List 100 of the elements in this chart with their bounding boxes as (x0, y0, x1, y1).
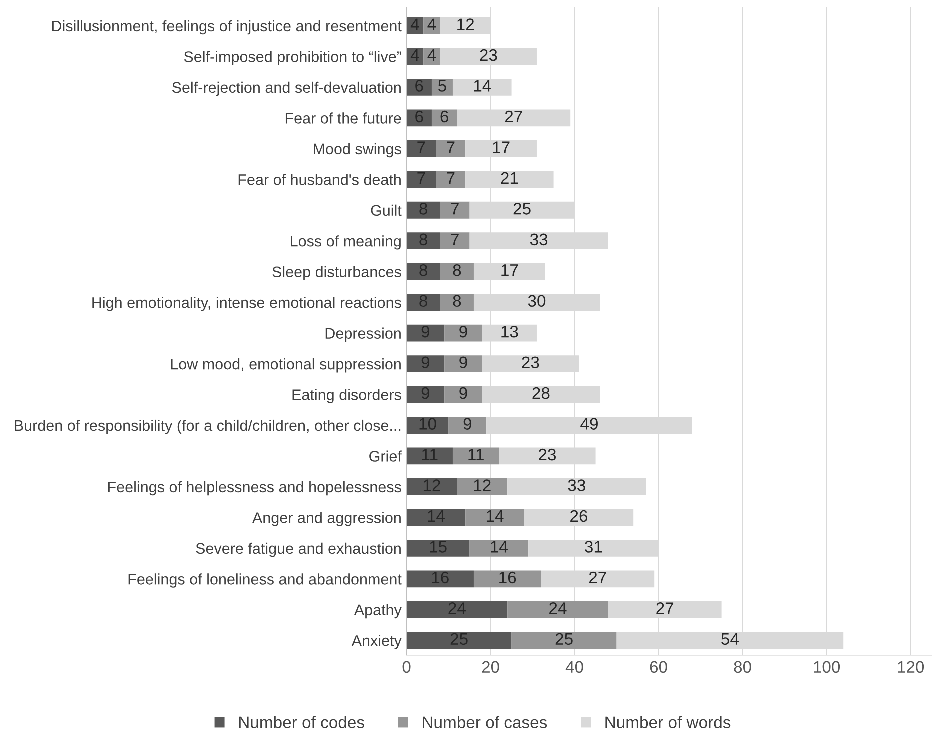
y-tick-label: Self-imposed prohibition to “live” (184, 51, 402, 66)
data-label: 28 (532, 387, 550, 400)
y-tick-label: Sleep disturbances (272, 266, 402, 281)
y-tick-label: Anger and aggression (252, 512, 401, 526)
data-label: 12 (458, 18, 474, 30)
bar (440, 294, 474, 312)
x-tick-label: 0 (402, 661, 411, 674)
bar (444, 356, 482, 372)
data-label: 13 (502, 326, 518, 338)
bar (406, 140, 436, 158)
bar (406, 509, 466, 526)
bar (406, 263, 440, 280)
bar (466, 509, 524, 526)
data-label: 33 (568, 480, 586, 492)
bar (444, 386, 482, 404)
bar (406, 356, 445, 372)
data-label: 9 (460, 356, 468, 368)
y-tick-label: Fear of the future (286, 112, 402, 124)
bar (406, 232, 440, 250)
data-label: 8 (453, 264, 462, 276)
x-tick-label: 120 (898, 661, 924, 674)
data-label: 49 (580, 418, 598, 430)
data-label: 23 (480, 49, 498, 62)
y-tick-label: Apathy (354, 604, 402, 619)
data-label: 9 (460, 326, 468, 338)
y-tick-label: Mood swings (314, 143, 402, 158)
legend-label: Number of words (606, 716, 731, 728)
data-label: 27 (589, 572, 606, 584)
bar (440, 263, 474, 280)
bar (452, 448, 500, 465)
bar (474, 570, 542, 588)
legend-label: Number of codes (239, 716, 364, 728)
data-label: 23 (522, 356, 540, 368)
data-label: 9 (464, 418, 472, 430)
data-label: 7 (447, 142, 455, 154)
bar (406, 632, 512, 650)
data-label: 8 (453, 295, 462, 308)
data-label: 25 (556, 633, 573, 646)
data-label: 7 (451, 203, 459, 215)
y-tick-label: Eating disorders (292, 389, 402, 404)
data-label: 21 (501, 172, 518, 184)
data-label: 11 (468, 449, 484, 461)
y-tick-label: Self-rejection and self-devaluation (172, 82, 401, 96)
data-label: 7 (447, 172, 455, 184)
data-label: 33 (530, 234, 548, 246)
data-label: 5 (438, 80, 446, 92)
x-tick-label: 60 (650, 661, 668, 674)
data-label: 14 (491, 541, 508, 553)
data-label: 23 (539, 448, 556, 461)
legend-label: Number of cases (423, 716, 548, 728)
y-tick-label: Guilt (371, 204, 402, 216)
bar (457, 478, 508, 496)
y-tick-label: Disillusionment, feelings of injustice and resentment (52, 20, 402, 35)
x-tick-label: 100 (814, 661, 840, 674)
data-label: 24 (550, 602, 567, 614)
data-label: 4 (428, 50, 436, 62)
y-tick-label: Fear of husband's death (238, 174, 401, 186)
x-tick-label: 20 (482, 661, 500, 674)
data-label: 16 (500, 572, 516, 584)
bar (444, 324, 482, 342)
y-tick-label: Low mood, emotional suppression (171, 358, 401, 373)
bar (440, 202, 470, 219)
data-label: 14 (486, 510, 504, 522)
data-label: 54 (722, 633, 739, 646)
y-tick-label: Grief (370, 450, 402, 462)
bar (432, 110, 458, 127)
data-label: 9 (460, 387, 468, 400)
bar (406, 478, 458, 496)
x-tick-label: 80 (734, 661, 752, 674)
bar (470, 540, 529, 557)
y-tick-label: Feelings of helplessness and hopelessness (108, 481, 402, 496)
y-tick-label: Burden of responsibility (for a child/children, other close... (15, 420, 401, 434)
bar (512, 632, 617, 650)
bar (406, 601, 508, 618)
data-label: 25 (514, 203, 531, 215)
x-tick-label: 40 (566, 661, 584, 674)
y-tick-label: Depression (326, 328, 401, 342)
bar (436, 140, 466, 158)
bar (432, 78, 453, 96)
y-tick-label: Severe fatigue and exhaustion (196, 542, 401, 558)
y-tick-label: Anxiety (352, 635, 402, 650)
data-label: 27 (505, 110, 522, 122)
data-label: 7 (451, 234, 459, 246)
data-label: 6 (440, 110, 448, 123)
data-label: 26 (570, 510, 588, 522)
data-label: 17 (502, 264, 518, 276)
bar (406, 570, 474, 588)
y-tick-label: Loss of meaning (291, 236, 401, 250)
bar (406, 294, 440, 312)
data-label: 31 (585, 541, 602, 553)
bar (448, 417, 487, 434)
data-label: 14 (474, 80, 492, 92)
bar (406, 540, 470, 557)
data-label: 4 (428, 18, 436, 30)
data-label: 12 (474, 480, 491, 492)
y-tick-label: High emotionality, intense emotional reactions (92, 297, 402, 312)
bar (406, 171, 436, 188)
data-label: 30 (528, 295, 546, 308)
bar (436, 171, 466, 188)
data-label: 17 (493, 142, 510, 154)
